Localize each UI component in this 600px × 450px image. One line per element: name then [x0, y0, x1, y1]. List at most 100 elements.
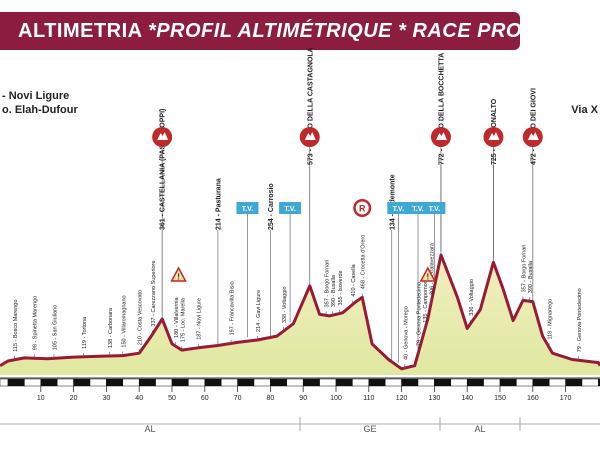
refreshment-letter: R: [359, 204, 366, 214]
header: ALTIMETRIA *PROFIL ALTIMÉTRIQUE * RACE P…: [0, 0, 600, 62]
location-label: 390 - Busalla: [331, 274, 337, 307]
location-label: 355 - Isoverde: [338, 270, 344, 305]
location-label: 119 - Tortona: [82, 316, 88, 349]
location-label: 468 - Crocetta d'Orero: [361, 235, 367, 290]
refreshment-icon-ring: [355, 201, 369, 215]
location-label: 573 - PASSO DELLA CASTAGNOLA: [307, 47, 314, 165]
km-strip-segment: [286, 378, 304, 387]
tv-badge-text: T.V.: [242, 206, 253, 213]
km-strip-segment: [40, 378, 58, 387]
tv-badge-text: T.V.: [412, 206, 423, 213]
warning-mark: !: [427, 273, 430, 282]
location-label: 361 - CASTELLANIA (PASSO COPPI): [160, 109, 167, 230]
mountain-icon: [157, 132, 169, 140]
location-label: 214 - Pasturana: [215, 178, 222, 230]
x-tick-label: 150: [494, 395, 506, 402]
location-label: 210 - Costa Vescovato: [138, 290, 144, 345]
warning-mark: !: [177, 273, 180, 282]
region-label: AL: [144, 424, 155, 434]
km-strip-segment: [581, 378, 599, 387]
km-strip-segment: [401, 378, 419, 387]
x-tick-label: 80: [267, 395, 275, 402]
location-label: 357 - Borgo Fornari: [325, 260, 331, 308]
km-strip-segment: [516, 378, 534, 387]
km-strip-segment: [302, 378, 320, 387]
km-strip-segment: [253, 378, 271, 387]
km-strip-segment: [0, 378, 9, 387]
km-strip-segment: [171, 378, 189, 387]
location-label: 472 - PASSO DEI GIOVI: [530, 88, 537, 165]
km-strip-segment: [352, 378, 370, 387]
location-label: 135 - Campomorone: [423, 272, 429, 322]
x-tick-label: 130: [429, 395, 441, 402]
x-tick-label: 170: [560, 395, 572, 402]
km-strip-segment: [188, 378, 206, 387]
region-label: AL: [474, 424, 485, 434]
tv-badge-text: T.V.: [284, 206, 295, 213]
km-strip-segment: [499, 378, 517, 387]
tv-badge: [279, 202, 302, 214]
x-tick-label: 70: [234, 395, 242, 402]
x-tick-label: 10: [37, 395, 45, 402]
tv-badge-text: T.V.: [429, 206, 440, 213]
location-label: 357 - Borgo Fornari: [521, 245, 527, 293]
title-banner: [0, 12, 520, 50]
location-label: 337 - Carezzano Superiore: [151, 261, 157, 327]
x-tick-label: 100: [330, 395, 342, 402]
km-strip-segment: [56, 378, 74, 387]
location-label: 175 - Loc. Marella: [180, 297, 186, 342]
km-strip-segment: [89, 378, 107, 387]
mountain-icon: [435, 132, 447, 140]
title-part1: ALTIMETRIA: [18, 20, 142, 42]
end-label-2: Via X: [571, 104, 598, 116]
km-strip-segment: [483, 378, 501, 387]
mountain-icon: [488, 132, 500, 140]
page-title: ALTIMETRIA *PROFIL ALTIMÉTRIQUE * RACE P…: [18, 20, 567, 43]
location-label: 254 - Carrosio: [268, 183, 275, 230]
warning-icon: [419, 266, 437, 282]
km-strip-segment: [155, 378, 173, 387]
km-strip-segment: [565, 378, 583, 387]
location-label: 138 - Carbonara: [108, 307, 114, 348]
profile-area: [0, 255, 600, 375]
km-strip-segment: [532, 378, 550, 387]
location-label: 772 - PASSO DELLA BOCCHETTA: [438, 53, 445, 165]
location-label: 410 - Casella: [351, 263, 357, 296]
km-strip-segment: [368, 378, 386, 387]
mountain-icon: [304, 132, 316, 140]
x-tick-label: 160: [527, 395, 539, 402]
location-label: 105 - San Giuliano: [52, 305, 58, 351]
km-strip-segment: [7, 378, 25, 387]
tv-badge-text: T.V.: [393, 206, 404, 213]
start-label-2: o. Elah-Dufour: [2, 104, 78, 116]
x-tick-label: 50: [168, 395, 176, 402]
x-tick-label: 30: [103, 395, 111, 402]
km-strip-segment: [106, 378, 124, 387]
location-label: 390 - Busalla: [528, 260, 534, 293]
location-label: 180 - Villalvernia: [174, 296, 180, 338]
km-strip-segment: [73, 378, 91, 387]
km-strip-segment: [220, 378, 238, 387]
location-label: 40 - Genova - Morego: [403, 306, 409, 360]
region-label: GE: [363, 424, 376, 434]
x-tick-label: 40: [135, 395, 143, 402]
km-strip-segment: [24, 378, 42, 387]
x-tick-label: 20: [70, 395, 78, 402]
km-strip-segment: [466, 378, 484, 387]
tv-badge: [236, 202, 259, 214]
km-strip-segment: [384, 378, 402, 387]
title-part2: *PROFIL ALTIMÉTRIQUE * RACE PROFILE: [147, 20, 568, 42]
km-strip-segment: [204, 378, 222, 387]
km-strip-segment: [237, 378, 255, 387]
location-label: 118 - Mignanego: [548, 299, 554, 340]
km-strip-segment: [270, 378, 288, 387]
location-label: 338 - Voltaggio: [282, 286, 288, 323]
x-tick-label: 140: [461, 395, 473, 402]
location-label: 115 - Bosco Marengo: [13, 300, 19, 352]
location-label: 150 - Villaromagnano: [121, 295, 127, 347]
km-strip-segment: [138, 378, 156, 387]
km-strip-segment: [450, 378, 468, 387]
km-strip-segment: [122, 378, 140, 387]
km-strip-segment: [548, 378, 566, 387]
